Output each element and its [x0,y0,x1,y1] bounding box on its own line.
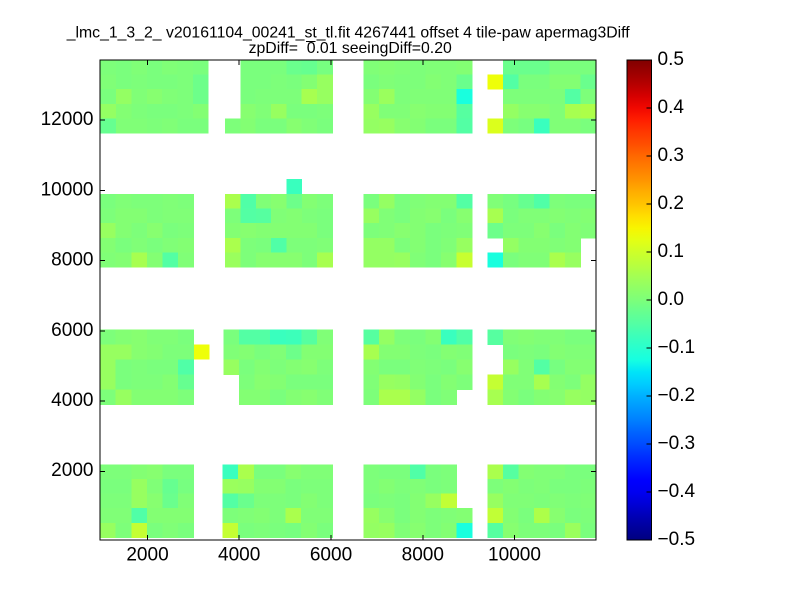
svg-text:−0.3: −0.3 [658,433,696,454]
svg-text:0.1: 0.1 [658,241,684,262]
svg-text:zpDiff= 0.01 seeingDiff=0.20: zpDiff= 0.01 seeingDiff=0.20 [249,40,452,57]
svg-text:−0.5: −0.5 [658,529,696,550]
svg-text:8000: 8000 [51,250,93,271]
svg-text:_lmc_1_3_2_ v20161104_00241_st: _lmc_1_3_2_ v20161104_00241_st_tl.fit 42… [66,25,631,42]
svg-text:10000: 10000 [488,545,541,566]
svg-text:0.0: 0.0 [658,289,684,310]
svg-text:−0.4: −0.4 [658,481,696,502]
svg-text:0.2: 0.2 [658,193,684,214]
svg-text:0.5: 0.5 [658,49,684,70]
svg-text:10000: 10000 [41,179,94,200]
svg-text:0.3: 0.3 [658,145,684,166]
svg-text:4000: 4000 [51,390,93,411]
svg-text:4000: 4000 [218,545,260,566]
svg-text:6000: 6000 [310,545,352,566]
svg-text:2000: 2000 [126,545,168,566]
svg-text:6000: 6000 [51,320,93,341]
svg-text:0.4: 0.4 [658,97,685,118]
svg-text:2000: 2000 [51,460,93,481]
svg-text:8000: 8000 [402,545,444,566]
svg-text:−0.2: −0.2 [658,385,696,406]
svg-text:12000: 12000 [41,109,94,130]
svg-text:−0.1: −0.1 [658,337,696,358]
